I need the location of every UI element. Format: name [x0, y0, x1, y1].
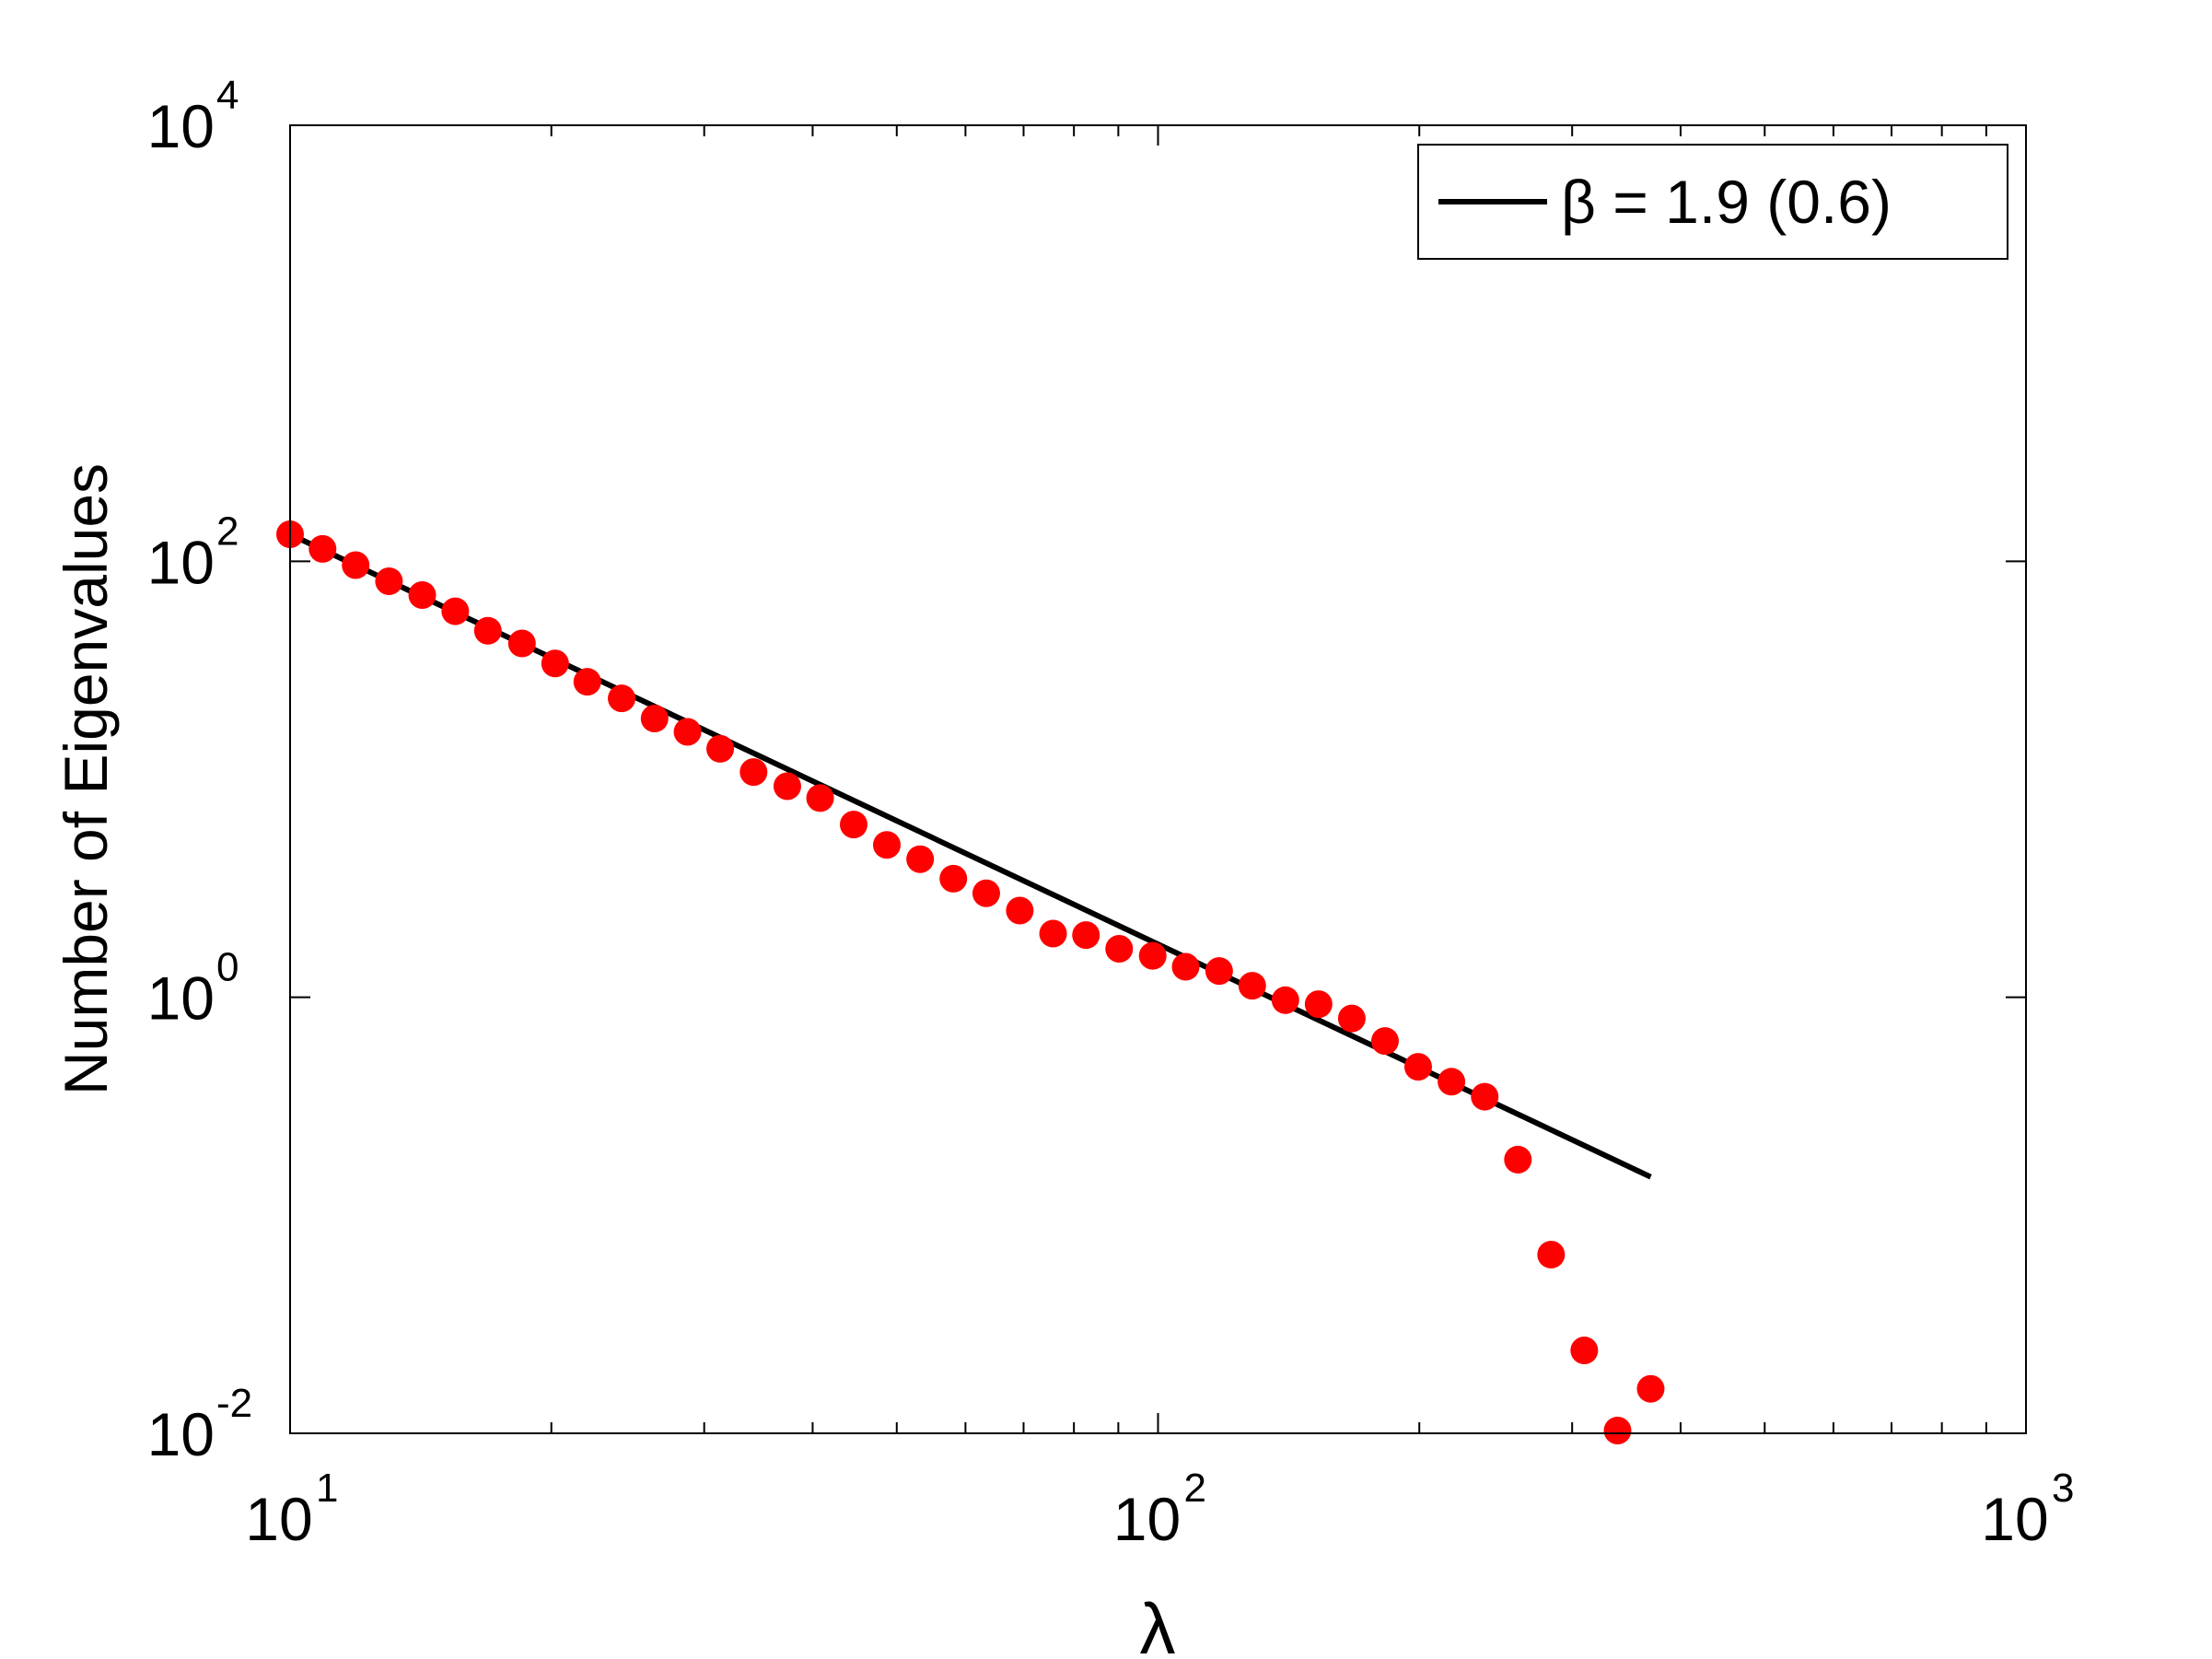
- legend: β = 1.9 (0.6): [1417, 144, 2008, 260]
- data-point: [1138, 941, 1167, 970]
- data-point: [1603, 1416, 1632, 1444]
- data-point: [939, 864, 968, 893]
- x-tick-label: 10 3: [1981, 1466, 2074, 1553]
- data-point: [906, 845, 935, 873]
- y-tick-label: 10 0: [147, 945, 239, 1033]
- data-point: [806, 784, 834, 812]
- data-point: [1471, 1082, 1499, 1111]
- x-axis-title: λ: [1140, 1588, 1176, 1659]
- data-point: [1271, 986, 1299, 1014]
- data-point: [773, 772, 801, 800]
- x-tick-label: 10 1: [245, 1466, 338, 1553]
- svg-text:10: 10: [1981, 1485, 2048, 1553]
- data-point: [1039, 919, 1067, 948]
- data-point: [507, 629, 536, 658]
- data-point: [872, 831, 901, 859]
- data-point: [309, 534, 337, 563]
- svg-text:2: 2: [1184, 1466, 1206, 1511]
- svg-text:10: 10: [147, 528, 215, 596]
- y-tick-label: 10 -2: [147, 1381, 253, 1468]
- data-point: [1570, 1337, 1599, 1365]
- data-point: [1403, 1053, 1432, 1081]
- svg-text:-2: -2: [216, 1381, 252, 1426]
- svg-text:10: 10: [245, 1485, 312, 1553]
- data-point: [541, 649, 569, 678]
- svg-text:10: 10: [147, 1400, 215, 1468]
- svg-text:10: 10: [147, 964, 215, 1033]
- minor-ticks: [550, 125, 1987, 1433]
- data-point: [739, 758, 768, 787]
- data-point: [608, 684, 636, 713]
- svg-text:2: 2: [216, 508, 239, 554]
- data-point: [1537, 1241, 1566, 1269]
- svg-text:0: 0: [216, 945, 239, 990]
- data-point: [706, 734, 735, 763]
- data-point: [1304, 990, 1333, 1019]
- svg-text:1: 1: [316, 1466, 338, 1511]
- svg-text:10: 10: [147, 92, 215, 160]
- data-point: [1105, 934, 1134, 963]
- data-point: [1370, 1027, 1399, 1056]
- y-tick-label: 10 4: [147, 73, 239, 160]
- legend-label: β = 1.9 (0.6): [1561, 168, 1892, 236]
- data-point: [441, 597, 470, 625]
- data-point: [1636, 1374, 1665, 1403]
- svg-text:3: 3: [2052, 1466, 2074, 1511]
- data-point: [408, 580, 437, 609]
- data-point: [972, 879, 1000, 907]
- plot-area-frame: [289, 124, 2027, 1434]
- data-point: [1006, 896, 1034, 925]
- x-tick-labels: 10 1 10 2 10 3: [245, 1466, 2074, 1553]
- data-point: [839, 811, 867, 839]
- data-point: [673, 718, 702, 746]
- data-points: [276, 520, 1665, 1444]
- data-point: [1072, 921, 1100, 950]
- data-point: [1438, 1068, 1466, 1096]
- svg-text:10: 10: [1113, 1485, 1181, 1553]
- y-axis-title: Number of Eigenvalues: [52, 463, 120, 1095]
- svg-text:4: 4: [216, 73, 239, 118]
- data-point: [1337, 1004, 1366, 1033]
- data-point: [1504, 1145, 1532, 1174]
- x-tick-label: 10 2: [1113, 1466, 1206, 1553]
- data-point: [342, 551, 370, 579]
- y-tick-label: 10 2: [147, 508, 239, 596]
- data-point: [1238, 972, 1266, 1000]
- data-point: [573, 668, 601, 696]
- data-point: [1205, 957, 1233, 986]
- data-point: [640, 705, 669, 733]
- data-point: [1171, 952, 1200, 981]
- data-point: [375, 567, 403, 595]
- data-point: [473, 616, 502, 645]
